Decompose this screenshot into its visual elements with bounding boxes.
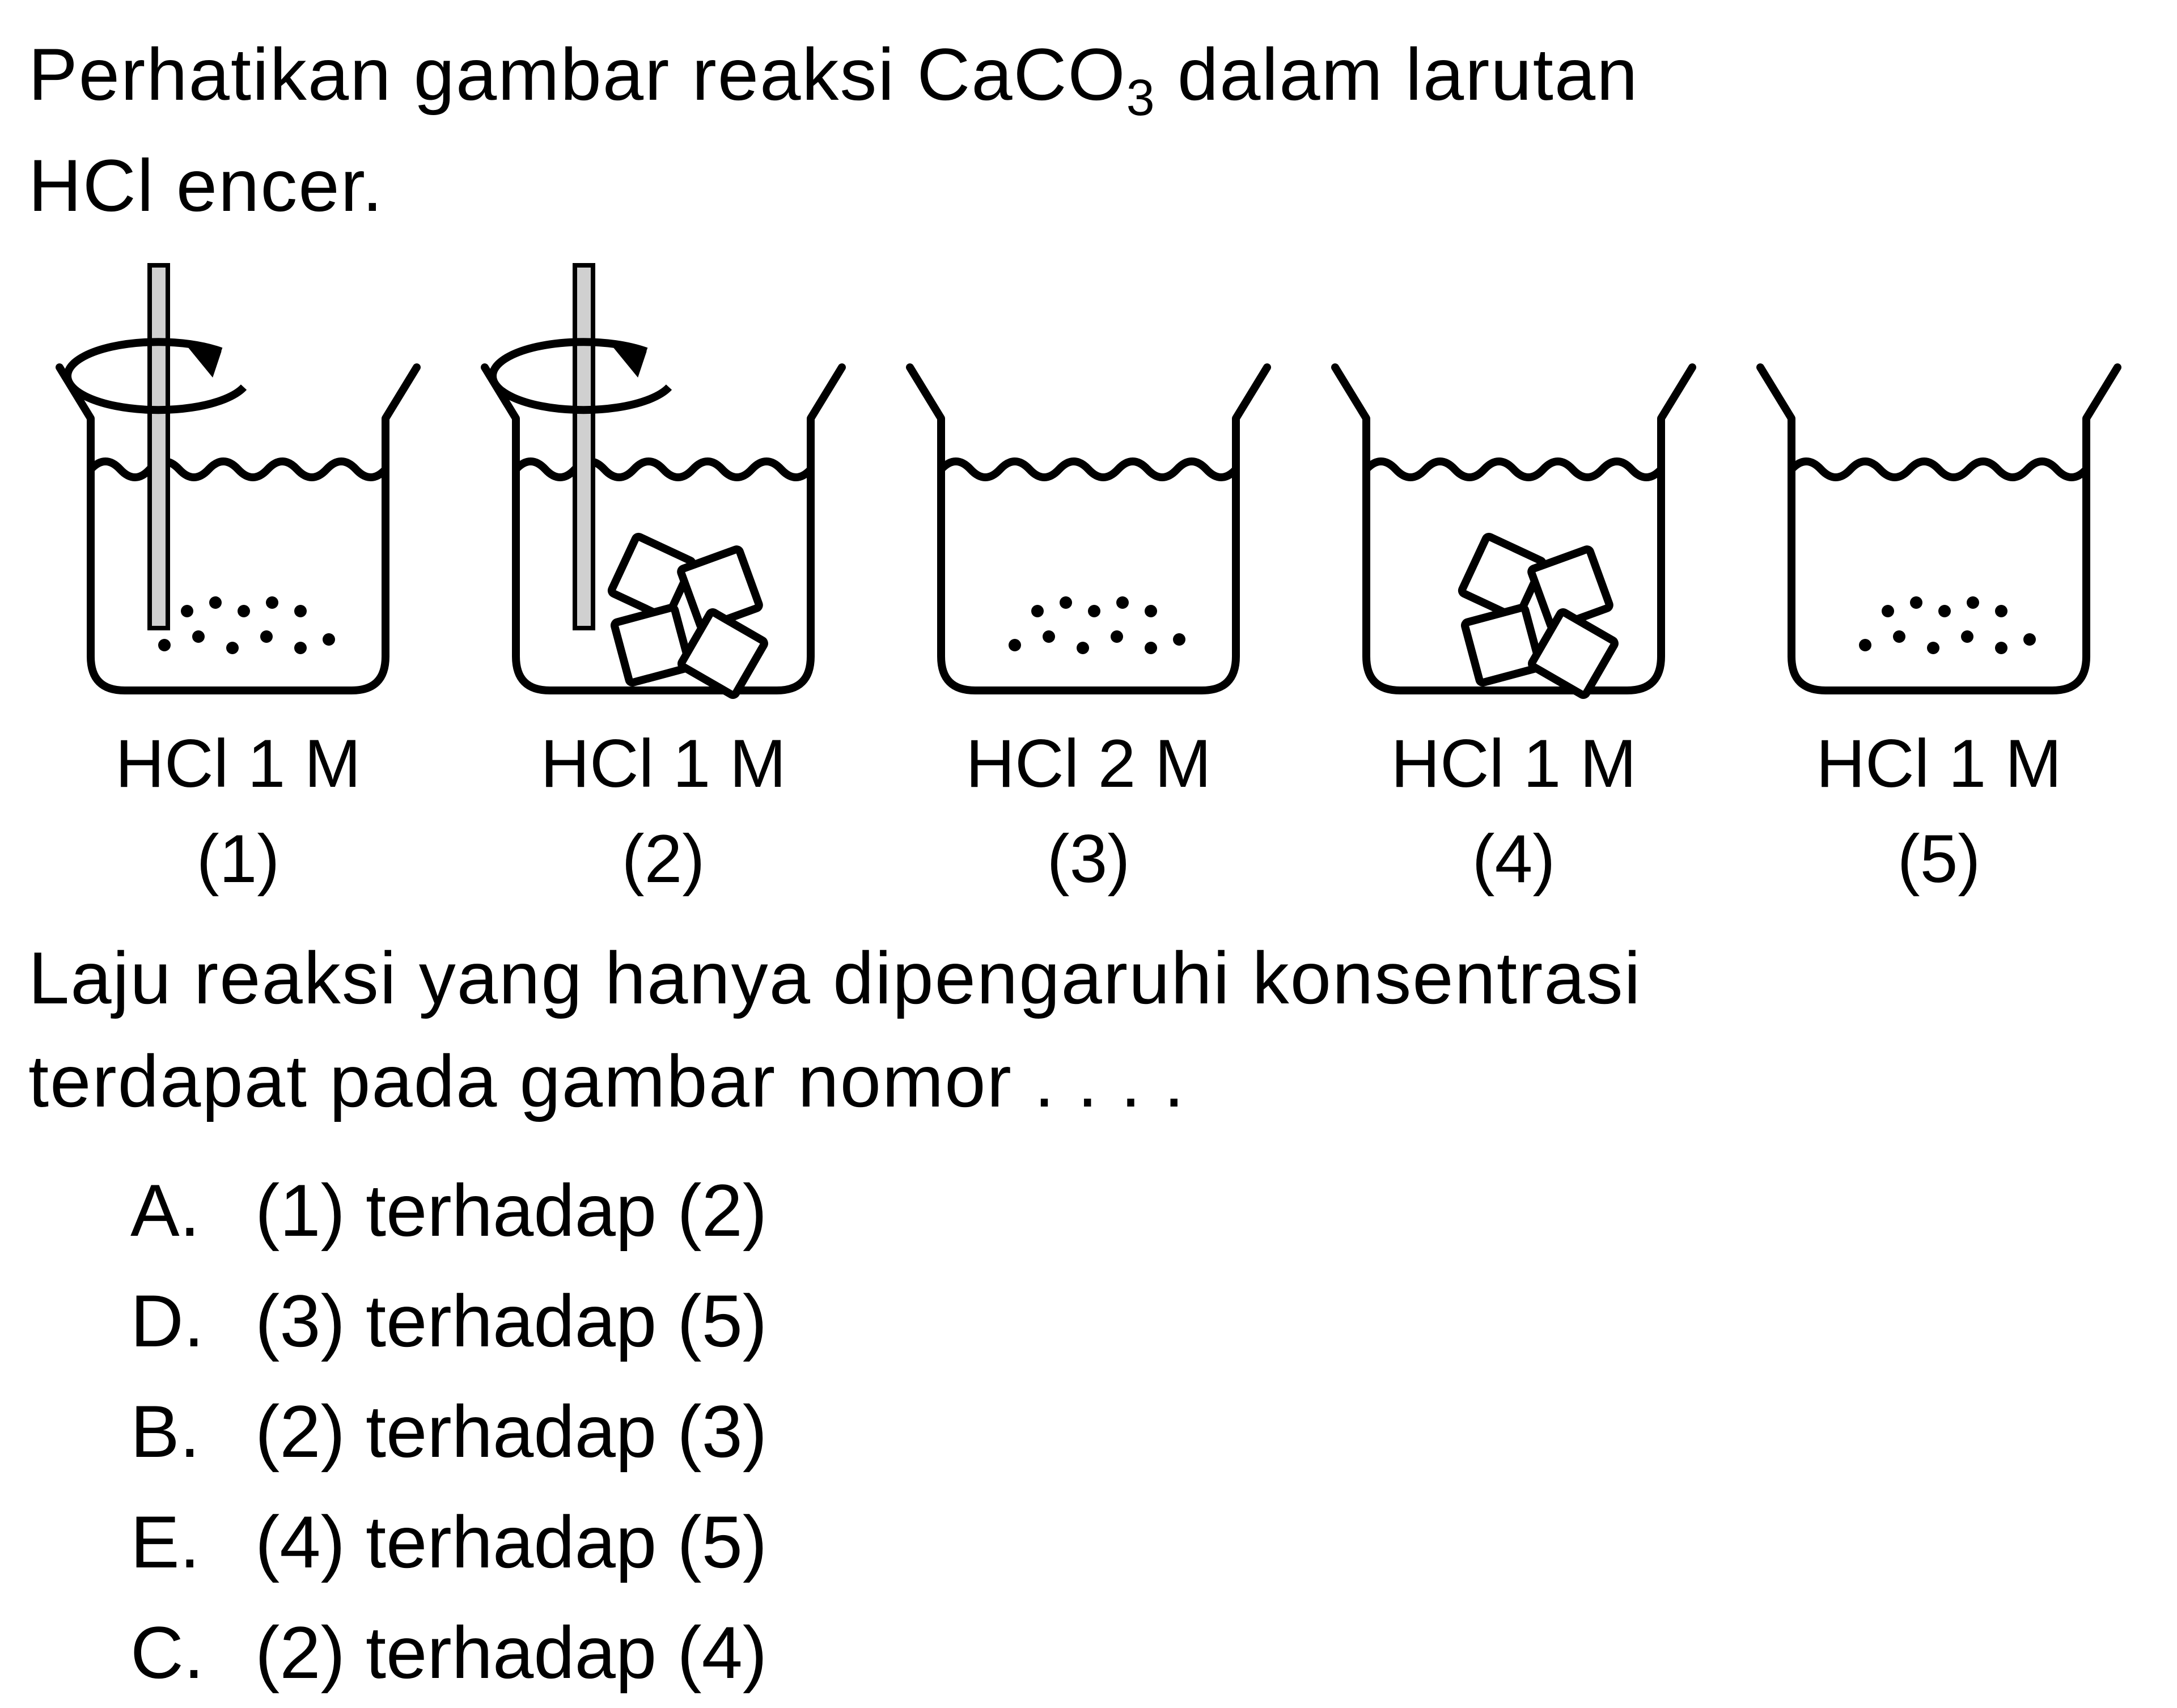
option-C: C. (2) terhadap (4)	[130, 1597, 1208, 1708]
beaker-label-5: HCl 1 M	[1740, 724, 2137, 803]
followup-text: Laju reaksi yang hanya dipengaruhi konse…	[28, 926, 2149, 1133]
option-text-E: (4) terhadap (5)	[255, 1487, 767, 1597]
option-B: B. (2) terhadap (3)	[130, 1376, 1208, 1487]
beaker-number-3: (3)	[890, 820, 1287, 898]
beaker-2	[465, 260, 862, 713]
option-letter-B: B.	[130, 1376, 255, 1487]
followup-line1: Laju reaksi yang hanya dipengaruhi konse…	[28, 936, 1642, 1019]
options: A. (1) terhadap (2) D. (3) terhadap (5) …	[28, 1155, 2149, 1708]
beaker-label-3: HCl 2 M	[890, 724, 1287, 803]
beaker-number-4: (4)	[1315, 820, 1712, 898]
option-text-A: (1) terhadap (2)	[255, 1155, 767, 1266]
beaker-number-1: (1)	[40, 820, 437, 898]
option-letter-D: D.	[130, 1266, 255, 1376]
option-text-B: (2) terhadap (3)	[255, 1376, 767, 1487]
question-text: Perhatikan gambar reaksi CaCO3 dalam lar…	[28, 23, 2149, 237]
beaker-4	[1315, 260, 1712, 713]
option-E: E. (4) terhadap (5)	[130, 1487, 1094, 1597]
followup-line2: terdapat pada gambar nomor . . . .	[28, 1040, 1185, 1122]
question-line1b: dalam larutan	[1156, 33, 1639, 116]
beaker-1	[40, 260, 437, 713]
option-D: D. (3) terhadap (5)	[130, 1266, 1094, 1376]
question-line1a: Perhatikan gambar reaksi CaCO	[28, 33, 1126, 116]
beaker-3	[890, 260, 1287, 713]
beakers-row	[28, 260, 2149, 713]
question-line2: HCl encer.	[28, 144, 384, 227]
beaker-label-2: HCl 1 M	[465, 724, 862, 803]
labels-row: HCl 1 M HCl 1 M HCl 2 M HCl 1 M HCl 1 M	[28, 724, 2149, 803]
beaker-label-4: HCl 1 M	[1315, 724, 1712, 803]
beaker-5	[1740, 260, 2137, 713]
option-text-C: (2) terhadap (4)	[255, 1597, 767, 1708]
beaker-number-5: (5)	[1740, 820, 2137, 898]
option-text-D: (3) terhadap (5)	[255, 1266, 767, 1376]
question-subscript: 3	[1126, 70, 1156, 126]
numbers-row: (1) (2) (3) (4) (5)	[28, 820, 2149, 898]
option-letter-A: A.	[130, 1155, 255, 1266]
option-A: A. (1) terhadap (2)	[130, 1155, 1208, 1266]
beaker-label-1: HCl 1 M	[40, 724, 437, 803]
option-letter-C: C.	[130, 1597, 255, 1708]
beaker-number-2: (2)	[465, 820, 862, 898]
option-letter-E: E.	[130, 1487, 255, 1597]
